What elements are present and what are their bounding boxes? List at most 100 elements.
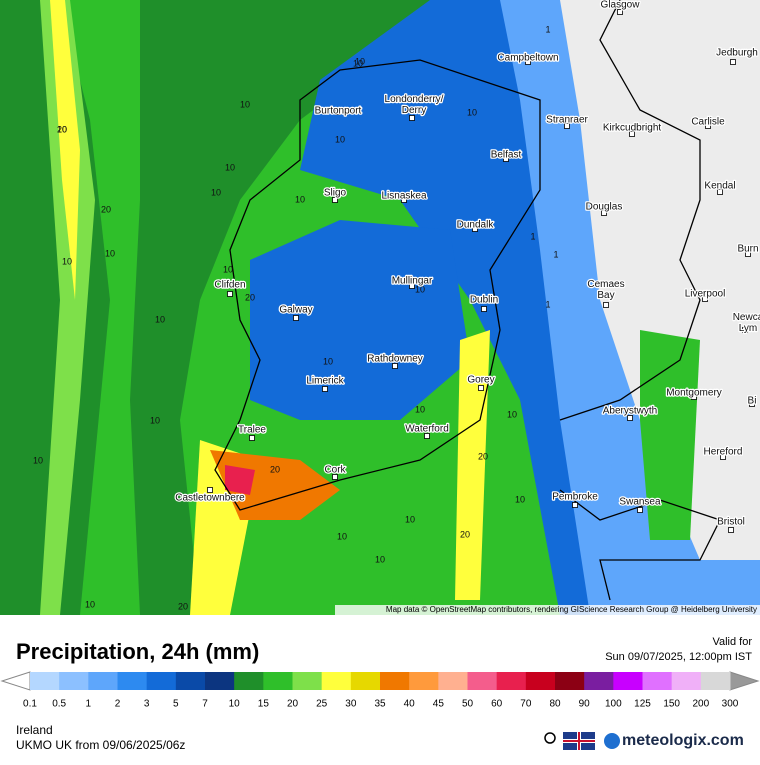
legend-swatch xyxy=(642,672,673,690)
legend-tick-label: 3 xyxy=(144,699,150,710)
legend-swatch xyxy=(671,672,702,690)
valid-time: Sun 09/07/2025, 12:00pm IST xyxy=(605,651,752,663)
brand-logo xyxy=(604,733,620,749)
legend-swatch xyxy=(380,672,410,690)
attribution-bg xyxy=(335,605,760,615)
city-marker xyxy=(332,197,338,203)
city-marker xyxy=(503,156,509,162)
legend-swatch xyxy=(205,672,235,690)
city-label: Limerick xyxy=(306,376,344,387)
city-label: Bi xyxy=(748,396,757,407)
city-marker xyxy=(332,474,338,480)
contour-label: 10 xyxy=(335,134,345,144)
legend-tick-label: 200 xyxy=(692,699,709,710)
legend-tick-label: 20 xyxy=(287,699,299,710)
contour-label: 1 xyxy=(545,299,550,309)
model-run: UKMO UK from 09/06/2025/06z xyxy=(16,738,185,752)
region: Ireland xyxy=(16,723,53,737)
field xyxy=(50,0,80,300)
contour-label: 10 xyxy=(295,194,305,204)
city-label: Kendal xyxy=(704,181,735,192)
city-marker xyxy=(525,59,531,65)
contour-label: 20 xyxy=(270,464,280,474)
legend-swatch xyxy=(496,672,527,690)
legend-swatch xyxy=(117,672,148,690)
legend-tick-label: 0.5 xyxy=(52,699,66,710)
city-label: Douglas xyxy=(586,202,623,213)
contour-label: 10 xyxy=(105,248,115,258)
contour-label: 10 xyxy=(375,554,385,564)
city-marker xyxy=(627,415,633,421)
city-label: Tralee xyxy=(238,425,266,436)
legend-tick-label: 25 xyxy=(316,699,328,710)
city-marker xyxy=(749,401,755,407)
city-label: Dundalk xyxy=(457,220,495,231)
contour-label: 10 xyxy=(150,415,160,425)
legend-tick-label: 50 xyxy=(462,699,474,710)
contour-label: 10 xyxy=(323,356,333,366)
city-marker xyxy=(481,306,487,312)
legend-tick-label: 150 xyxy=(663,699,680,710)
legend-tick-label: 30 xyxy=(345,699,357,710)
legend-swatch xyxy=(525,672,556,690)
city-label: Campbeltown xyxy=(497,53,558,64)
city-marker xyxy=(401,197,407,203)
search-icon[interactable] xyxy=(544,732,556,744)
contour-label: 10 xyxy=(240,99,250,109)
city-marker xyxy=(322,386,328,392)
city-label: Montgomery xyxy=(666,388,722,399)
city-label: Castletownbere xyxy=(175,493,245,504)
field xyxy=(640,330,700,540)
contour-label: 20 xyxy=(245,292,255,302)
city-marker xyxy=(705,123,711,129)
city-label: Dublin xyxy=(470,295,498,306)
city-marker xyxy=(603,302,609,308)
field xyxy=(455,330,490,600)
legend-swatch xyxy=(700,672,731,690)
contour-label: 10 xyxy=(467,107,477,117)
city-marker xyxy=(249,435,255,441)
city-marker xyxy=(335,109,341,115)
legend-swatch xyxy=(409,672,439,690)
city-marker xyxy=(637,507,643,513)
contour-label: 10 xyxy=(33,455,43,465)
field xyxy=(210,450,340,520)
city-label: Bristol xyxy=(717,517,745,528)
city-label: Cemaes Bay xyxy=(587,279,624,301)
city-marker xyxy=(409,115,415,121)
contour-label: 1 xyxy=(553,249,558,259)
city-label: Waterford xyxy=(405,424,449,435)
legend-swatch xyxy=(59,672,89,690)
legend-tick-label: 80 xyxy=(549,699,561,710)
contour-label: 20 xyxy=(178,601,188,611)
contour-label: 20 xyxy=(101,204,111,214)
city-marker xyxy=(629,131,635,137)
legend-swatch xyxy=(30,672,60,690)
legend-swatch xyxy=(350,672,381,690)
city-label: Sligo xyxy=(324,188,347,199)
contour-label: 10 xyxy=(223,264,233,274)
city-label: Londonderry/Derry xyxy=(385,94,444,116)
coastline xyxy=(214,59,541,511)
city-marker xyxy=(702,296,708,302)
city-marker xyxy=(227,291,233,297)
city-marker xyxy=(617,9,623,15)
legend-tick-label: 15 xyxy=(258,699,270,710)
contour-label: 10 xyxy=(415,284,425,294)
city-label: Kirkcudbright xyxy=(603,123,662,134)
legend-swatch xyxy=(321,672,352,690)
city-label: Liverpool xyxy=(685,289,726,300)
city-label: Gorey xyxy=(467,375,494,386)
brand[interactable]: meteologix.com xyxy=(622,732,744,749)
contour-label: 10 xyxy=(225,162,235,172)
title: Precipitation, 24h (mm) xyxy=(16,639,259,664)
field xyxy=(130,0,430,615)
legend-tick-label: 10 xyxy=(229,699,241,710)
city-label: Pembroke xyxy=(552,492,598,503)
legend-swatch xyxy=(613,672,643,690)
contour-label: 10 xyxy=(337,531,347,541)
city-marker xyxy=(720,454,726,460)
legend-tick-label: 100 xyxy=(605,699,622,710)
legend-tick-label: 2 xyxy=(115,699,121,710)
